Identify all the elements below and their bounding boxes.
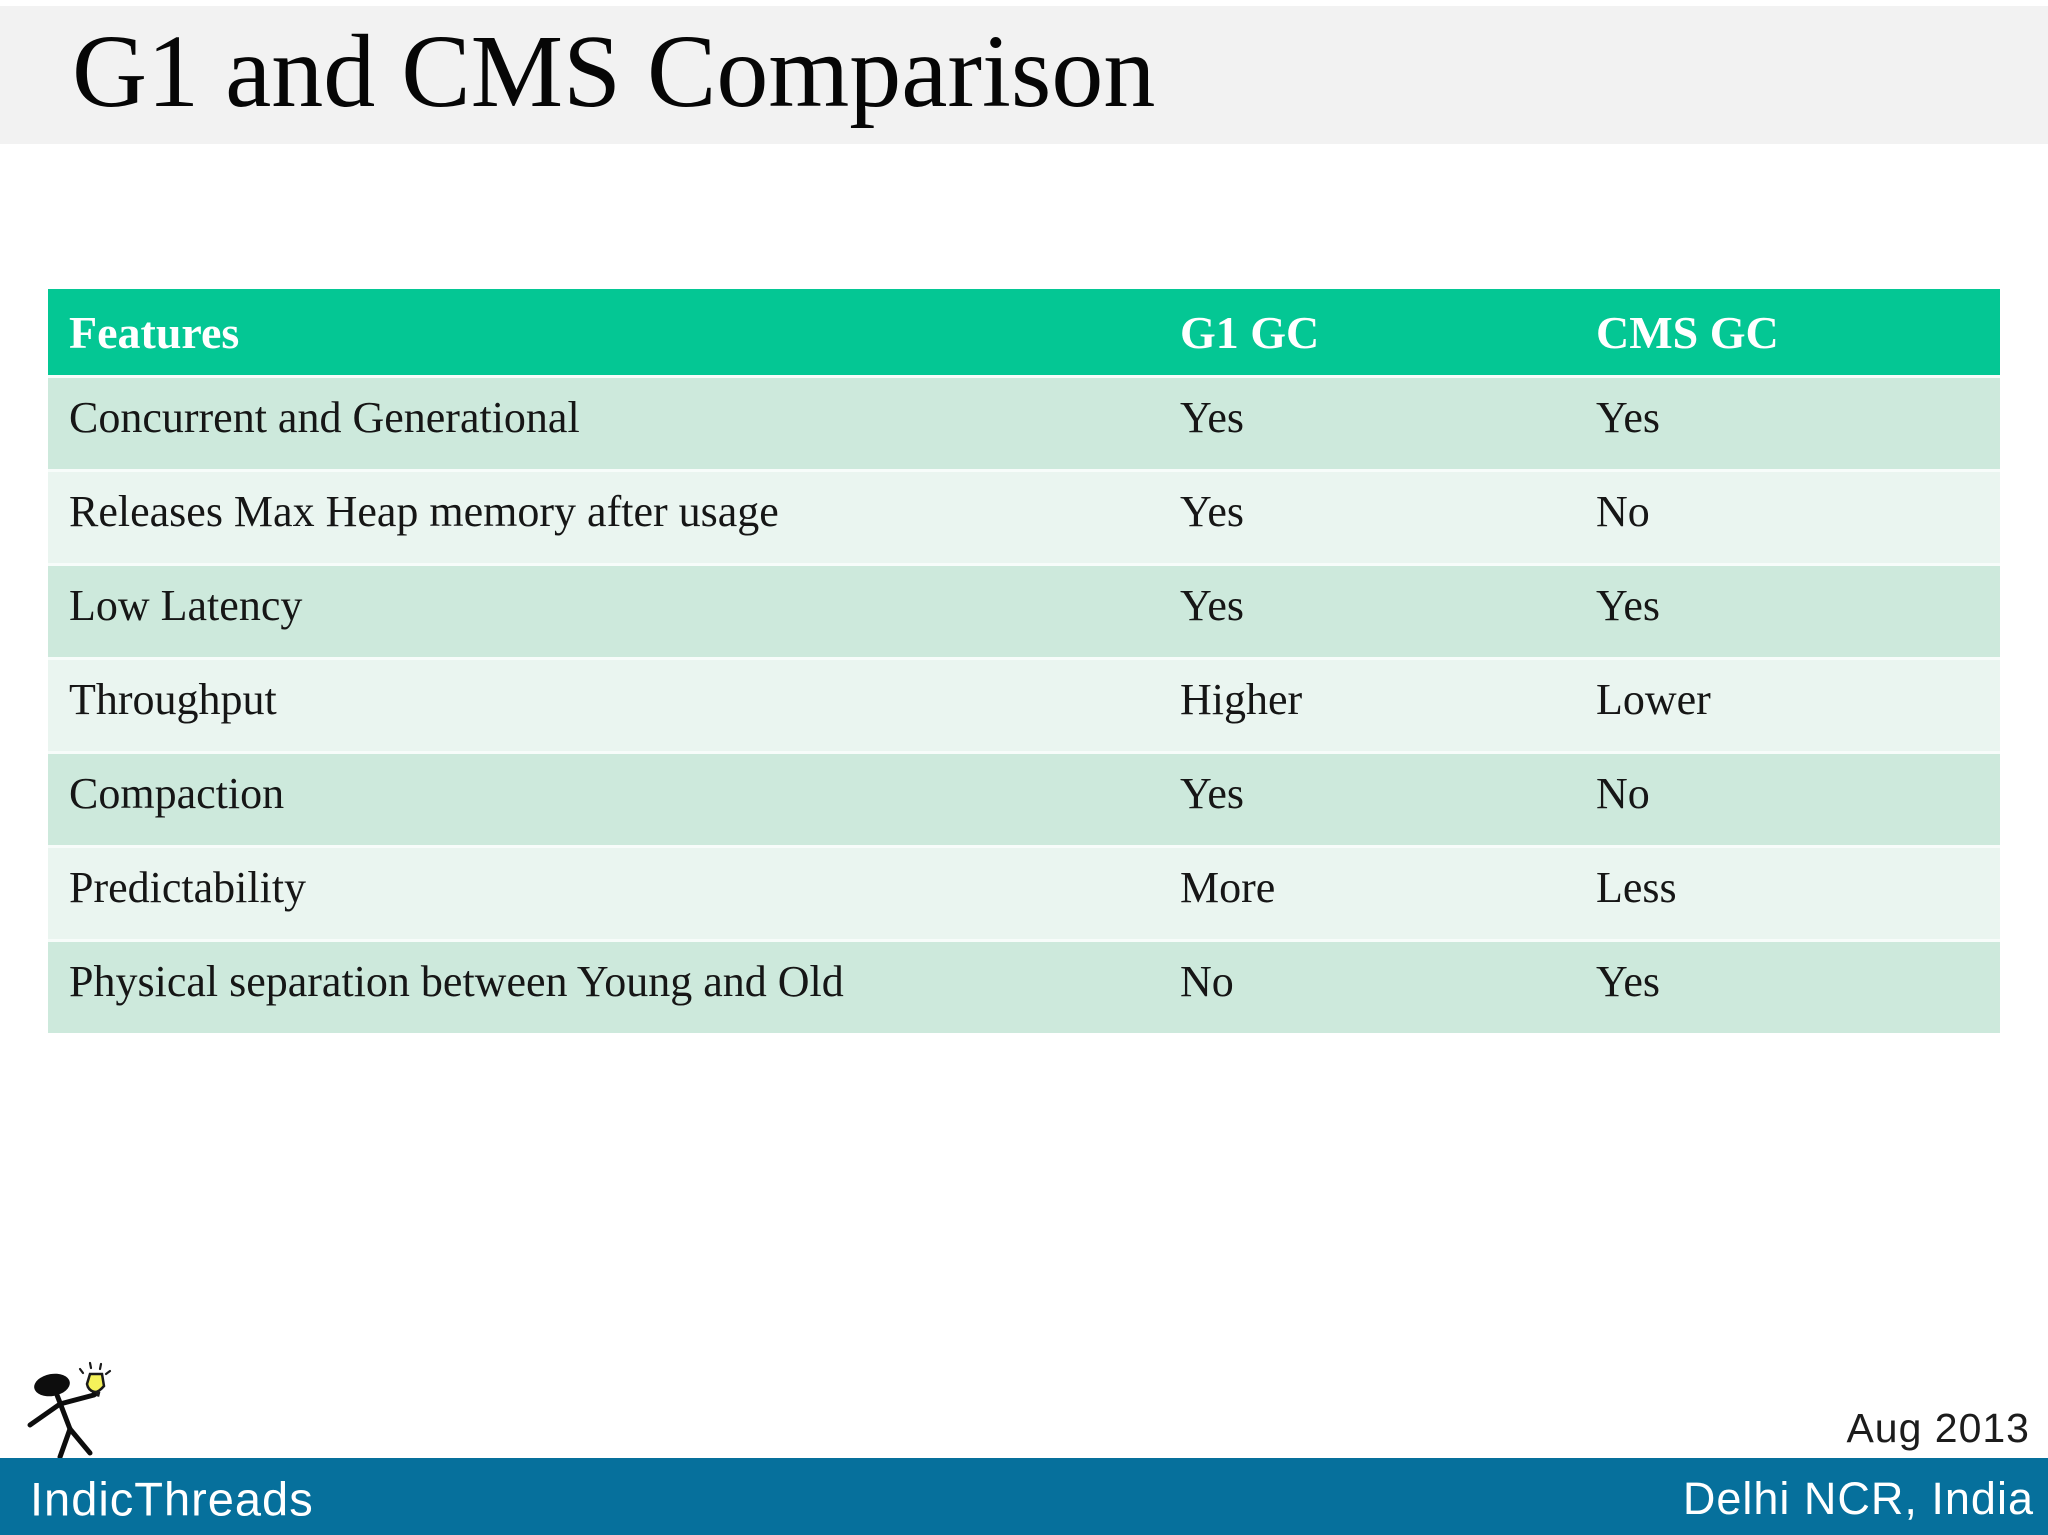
column-header-features: Features: [69, 306, 240, 358]
footer-bar: IndicThreads Delhi NCR, India: [0, 1458, 2048, 1535]
table-row: Physical separation between Young and Ol…: [48, 939, 2000, 1033]
cell-cms-value: Yes: [1596, 957, 1661, 1006]
comparison-table: Features G1 GC CMS GC Concurrent and Gen…: [48, 289, 2000, 1033]
cell-g1-value: No: [1180, 957, 1234, 1006]
table-body: Concurrent and Generational Yes Yes Rele…: [48, 375, 2000, 1033]
cell-g1-value: Higher: [1180, 675, 1303, 724]
cell-g1-value: Yes: [1180, 487, 1245, 536]
cell-g1-value: Yes: [1180, 581, 1245, 630]
cell-feature: Physical separation between Young and Ol…: [69, 957, 844, 1006]
cell-g1-value: Yes: [1180, 769, 1245, 818]
footer-brand: IndicThreads: [30, 1472, 314, 1526]
cell-cms-value: No: [1596, 487, 1650, 536]
cell-feature: Compaction: [69, 769, 285, 818]
table-row: Compaction Yes No: [48, 751, 2000, 845]
cell-feature: Predictability: [69, 863, 307, 912]
cell-feature: Throughput: [69, 675, 277, 724]
cell-cms-value: Yes: [1596, 393, 1661, 442]
cell-cms-value: Yes: [1596, 581, 1661, 630]
cell-cms-value: No: [1596, 769, 1650, 818]
table-header-row: Features G1 GC CMS GC: [48, 289, 2000, 375]
cell-feature: Low Latency: [69, 581, 303, 630]
cell-feature: Releases Max Heap memory after usage: [69, 487, 779, 536]
column-header-cms-gc: CMS GC: [1596, 306, 1779, 358]
cell-feature: Concurrent and Generational: [69, 393, 580, 442]
date-label: Aug 2013: [1846, 1405, 2030, 1451]
title-band: G1 and CMS Comparison: [0, 6, 2048, 144]
cell-g1-value: Yes: [1180, 393, 1245, 442]
cell-cms-value: Lower: [1596, 675, 1711, 724]
table-row: Predictability More Less: [48, 845, 2000, 939]
table-row: Concurrent and Generational Yes Yes: [48, 375, 2000, 469]
table-row: Throughput Higher Lower: [48, 657, 2000, 751]
cell-g1-value: More: [1180, 863, 1276, 912]
page-title: G1 and CMS Comparison: [72, 14, 1156, 129]
cell-cms-value: Less: [1596, 863, 1677, 912]
table-row: Low Latency Yes Yes: [48, 563, 2000, 657]
column-header-g1-gc: G1 GC: [1180, 306, 1320, 358]
footer-location: Delhi NCR, India: [1682, 1472, 2034, 1524]
stickman-lightbulb-icon: [27, 1361, 112, 1459]
table-row: Releases Max Heap memory after usage Yes…: [48, 469, 2000, 563]
